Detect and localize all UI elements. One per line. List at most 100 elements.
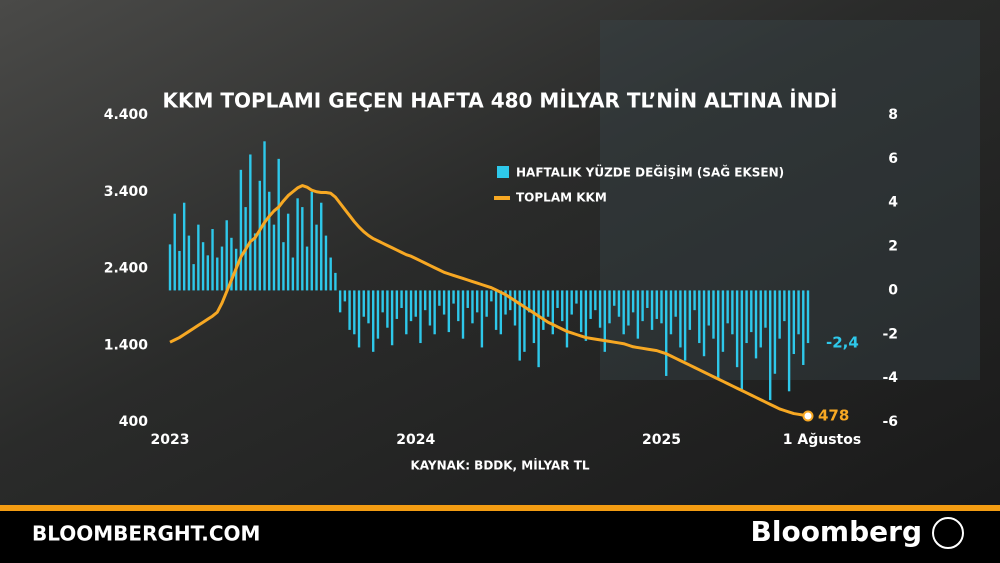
- bar: [660, 290, 663, 324]
- bar: [745, 290, 748, 344]
- bar: [485, 290, 488, 317]
- legend-label: HAFTALIK YÜZDE DEĞİŞİM (SAĞ EKSEN): [516, 165, 784, 180]
- bar: [527, 290, 531, 313]
- bar: [461, 290, 465, 339]
- bar: [613, 290, 616, 306]
- bar: [168, 244, 172, 291]
- bar: [797, 290, 800, 335]
- bar: [575, 290, 578, 304]
- bar: [622, 290, 625, 335]
- bar: [490, 290, 493, 302]
- bar: [225, 220, 228, 291]
- bar: [338, 290, 342, 313]
- bar: [650, 290, 654, 330]
- bar: [764, 290, 767, 328]
- bar: [268, 191, 271, 291]
- logo: [932, 517, 964, 549]
- bar: [499, 290, 503, 335]
- bar: [627, 290, 630, 326]
- bar: [636, 290, 640, 339]
- bar: [315, 224, 318, 291]
- bar: [263, 141, 266, 291]
- bar: [759, 290, 762, 348]
- bar: [376, 290, 380, 339]
- bar: [532, 290, 536, 344]
- footer-site: BLOOMBERGHT.COM: [32, 522, 260, 546]
- bar: [211, 229, 214, 291]
- bar: [551, 290, 554, 335]
- bar: [249, 154, 252, 291]
- bar: [329, 257, 332, 291]
- bar: [296, 198, 299, 291]
- end-marker: [802, 410, 814, 422]
- bar: [773, 290, 777, 374]
- bar: [589, 290, 592, 319]
- bar: [419, 290, 422, 344]
- footer-stripe: [0, 505, 1000, 511]
- bar: [792, 290, 796, 355]
- bar: [584, 290, 588, 341]
- bar: [712, 290, 715, 339]
- bar: [367, 290, 370, 324]
- data-label: -2,4: [826, 334, 859, 352]
- y2-tick-label: 0: [888, 282, 898, 298]
- bar: [372, 290, 375, 352]
- bar: [197, 224, 200, 291]
- bar: [731, 290, 734, 335]
- bar: [735, 290, 739, 368]
- bar: [320, 202, 323, 291]
- bar: [466, 290, 469, 308]
- bar: [206, 255, 210, 291]
- bar: [646, 290, 649, 308]
- y2-tick-label: -4: [882, 370, 898, 386]
- bar: [239, 169, 243, 291]
- legend-label: TOPLAM KKM: [516, 191, 607, 205]
- bar: [721, 290, 725, 352]
- bar: [674, 290, 677, 317]
- y2-tick-label: 6: [888, 151, 898, 167]
- bar: [754, 290, 758, 359]
- bar: [570, 290, 573, 315]
- bar: [291, 257, 295, 291]
- bar: [561, 290, 564, 322]
- y2-tick-label: 2: [888, 239, 898, 255]
- bar: [641, 290, 644, 322]
- legend-swatch: [497, 166, 509, 178]
- bar: [598, 290, 602, 328]
- data-label: 478: [818, 407, 849, 425]
- bar: [688, 290, 692, 330]
- bar: [665, 290, 668, 376]
- bar: [230, 237, 233, 291]
- bar: [348, 290, 351, 330]
- bar: [556, 290, 559, 308]
- bar: [395, 290, 399, 319]
- y2-tick-label: 8: [888, 107, 898, 123]
- bar: [806, 290, 810, 344]
- bar: [594, 290, 597, 311]
- bar: [579, 290, 583, 333]
- bar: [324, 235, 328, 291]
- bar: [702, 290, 706, 357]
- bar: [386, 290, 389, 328]
- bar: [603, 290, 606, 352]
- bar: [509, 290, 512, 311]
- bar: [452, 290, 455, 304]
- bar: [216, 257, 219, 291]
- bar: [683, 290, 687, 361]
- bar: [400, 290, 403, 308]
- bar: [301, 207, 304, 291]
- bar: [457, 290, 460, 322]
- bar: [253, 233, 257, 291]
- bar: [471, 290, 474, 324]
- bar: [768, 290, 772, 401]
- background: [0, 0, 1000, 505]
- bar: [513, 290, 517, 326]
- bar: [409, 290, 413, 322]
- x-tick-label: 2024: [396, 432, 435, 448]
- bar: [679, 290, 682, 348]
- bar: [750, 290, 753, 333]
- bar: [669, 290, 673, 335]
- bar: [802, 290, 805, 365]
- bar: [381, 290, 384, 313]
